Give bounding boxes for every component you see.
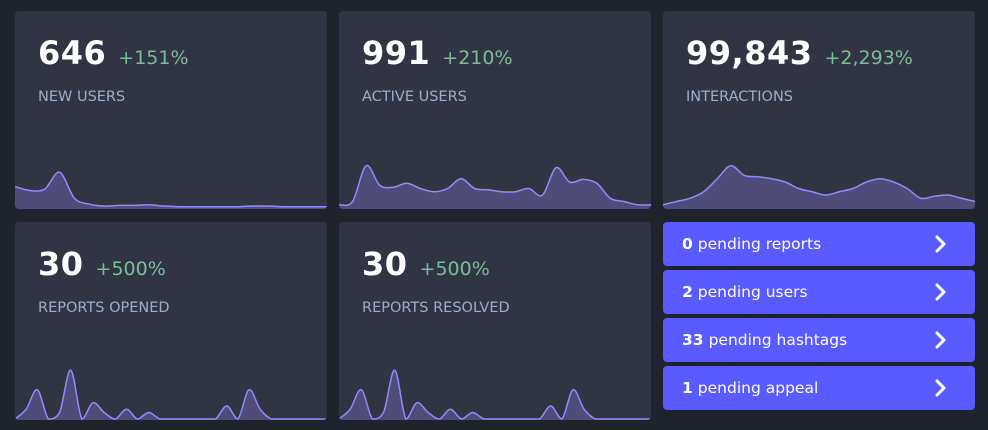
pending-reports-button[interactable]: 0 pending reports [663,222,975,266]
stat-card-reports-resolved: 30 +500% REPORTS RESOLVED [339,222,651,420]
stat-label: REPORTS OPENED [38,300,170,316]
pending-users-button[interactable]: 2 pending users [663,270,975,314]
stat-card-active-users: 991 +210% ACTIVE USERS [339,11,651,209]
stat-change: +151% [118,47,189,69]
stat-label: ACTIVE USERS [362,89,467,105]
stat-header: 30 +500% [362,245,490,283]
sparkline-area [339,165,651,209]
sparkline [339,369,651,420]
stat-label: NEW USERS [38,89,126,105]
chevron-right-icon [933,283,949,301]
stat-value: 99,843 [686,34,813,72]
pending-count: 2 [682,283,693,301]
stat-label: REPORTS RESOLVED [362,300,510,316]
pending-count: 1 [682,379,693,397]
pending-count: 0 [682,235,693,253]
stat-header: 991 +210% [362,34,513,72]
sparkline-area [339,370,651,420]
pending-hashtags-button[interactable]: 33 pending hashtags [663,318,975,362]
sparkline-area [15,172,327,209]
stat-label: INTERACTIONS [686,89,794,105]
pending-text: pending appeal [697,379,819,397]
stat-header: 30 +500% [38,245,166,283]
stat-card-reports-opened: 30 +500% REPORTS OPENED [15,222,327,420]
stat-value: 30 [362,245,408,283]
stat-change: +500% [95,258,166,280]
sparkline-area [663,165,975,209]
pending-count: 33 [682,331,704,349]
stat-card-new-users: 646 +151% NEW USERS [15,11,327,209]
sparkline-line [663,165,975,206]
stat-header: 99,843 +2,293% [686,34,913,72]
pending-text: pending users [697,283,808,301]
chevron-right-icon [933,379,949,397]
pending-appeal-button[interactable]: 1 pending appeal [663,366,975,410]
pending-text: pending hashtags [708,331,848,349]
stat-change: +210% [442,47,513,69]
sparkline [15,171,327,209]
stat-card-interactions: 99,843 +2,293% INTERACTIONS [663,11,975,209]
sparkline [339,164,651,209]
stat-change: +2,293% [824,47,913,69]
stat-value: 30 [38,245,84,283]
chevron-right-icon [933,331,949,349]
sparkline-line [339,369,651,420]
sparkline-line [15,171,327,208]
stat-value: 991 [362,34,431,72]
sparkline-area [15,370,327,420]
pending-text: pending reports [697,235,822,253]
stat-header: 646 +151% [38,34,189,72]
sparkline [663,165,975,209]
chevron-right-icon [933,235,949,253]
stat-change: +500% [419,258,490,280]
stat-value: 646 [38,34,107,72]
sparkline [15,369,327,420]
sparkline-line [339,164,651,207]
sparkline-line [15,369,327,420]
